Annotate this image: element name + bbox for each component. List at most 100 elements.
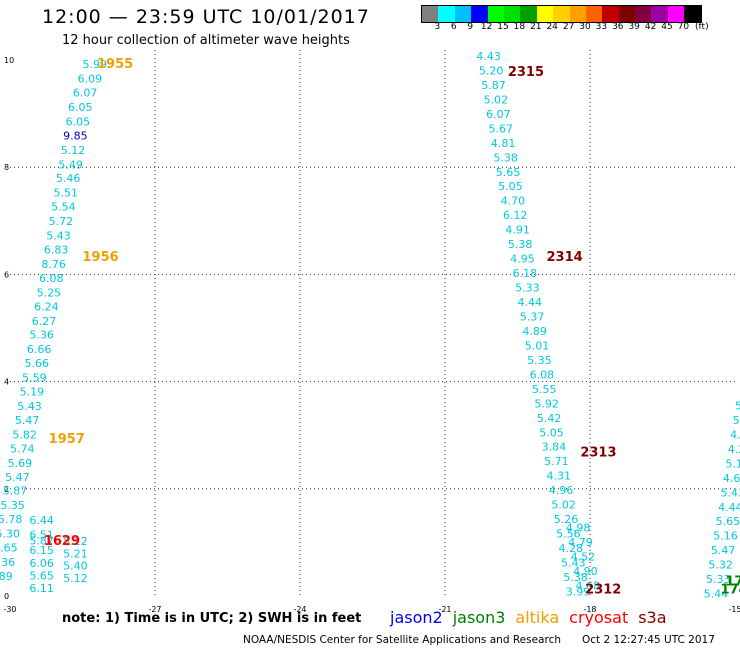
color-swatch xyxy=(422,6,439,22)
wave-height-value: 5.66 xyxy=(25,357,50,370)
color-swatch xyxy=(635,6,652,22)
wave-height-value: 6.27 xyxy=(32,315,57,328)
color-scale-label: 15 xyxy=(497,22,509,32)
wave-height-value: 5.43 xyxy=(721,486,740,499)
wave-height-value: 5.74 xyxy=(10,442,35,455)
wave-height-value: 8.76 xyxy=(41,258,66,271)
wave-height-value: 4.81 xyxy=(491,137,515,150)
wave-height-value: 5.42 xyxy=(537,412,562,425)
color-scale-label: 42 xyxy=(644,22,657,32)
color-swatch xyxy=(667,6,685,22)
y-tick-label: 2 xyxy=(4,485,9,494)
wave-height-value: 4.44 xyxy=(518,296,543,309)
wave-height-value: 5.92 xyxy=(534,397,559,410)
color-swatch xyxy=(454,6,472,22)
wave-height-value: 5.65 xyxy=(29,569,54,582)
wave-height-value: 6.83 xyxy=(44,243,68,256)
wave-height-value: 5.72 xyxy=(49,215,74,228)
x-tick-label: -21 xyxy=(438,605,451,614)
satellite-legend: jason2 jason3 altika cryosat s3a xyxy=(390,608,677,627)
pass-time-label: 1957 xyxy=(49,432,85,447)
wave-height-value: 4.68 xyxy=(576,580,601,593)
color-swatch xyxy=(602,6,619,22)
wave-height-value: 5.12 xyxy=(61,144,86,157)
color-scale-label: 12 xyxy=(480,22,493,32)
wave-height-value: 5.47 xyxy=(15,414,40,427)
wave-height-value: 5.38 xyxy=(493,151,518,164)
legend-entry-altika: altika xyxy=(515,608,560,627)
x-tick-label: -24 xyxy=(293,605,306,614)
wave-height-value: 5.32 xyxy=(708,559,733,572)
wave-height-value: 5.47 xyxy=(5,471,30,484)
wave-height-value: 5.35 xyxy=(0,499,25,512)
wave-height-value: 6.24 xyxy=(34,300,59,313)
wave-height-value: 5.87 xyxy=(3,485,28,498)
wave-height-value: 5.05 xyxy=(539,426,564,439)
wave-height-value: 6.18 xyxy=(513,267,538,280)
wave-height-value: 5.01 xyxy=(525,339,550,352)
color-scale-label: 3 xyxy=(434,22,441,32)
wave-height-value: 5.78 xyxy=(0,513,22,526)
grid-lines xyxy=(10,50,735,596)
color-swatch xyxy=(553,6,570,22)
wave-height-value: 5.59 xyxy=(22,372,47,385)
wave-height-value: 4.28 xyxy=(559,542,584,555)
wave-height-value: 5.37 xyxy=(520,310,545,323)
wave-height-value: 5.33 xyxy=(706,573,731,586)
color-scale-label: 30 xyxy=(579,22,591,32)
pass-time-label: 1956 xyxy=(83,250,119,265)
wave-height-value: 4.95 xyxy=(510,253,535,266)
wave-height-value: 6.51 xyxy=(29,529,54,542)
wave-height-value: 6.07 xyxy=(486,108,511,121)
wave-height-value: 6.09 xyxy=(78,73,103,86)
wave-height-value: 5.99 xyxy=(83,58,108,71)
wave-height-value: 5.65 xyxy=(496,166,521,179)
color-swatch xyxy=(585,6,603,22)
wave-height-value: 3.84 xyxy=(542,441,567,454)
pass-time-label: 1629 xyxy=(44,534,80,549)
legend-entry-jason3: jason3 xyxy=(452,608,506,627)
footer-note: note: 1) Time is in UTC; 2) SWH is in fe… xyxy=(62,611,362,626)
wave-height-value: 5.36 xyxy=(0,556,15,569)
wave-height-value: 5.69 xyxy=(8,457,32,470)
axis-ticks: -30 -27 -24 -21 -18 -15 0 2 4 6 8 10 xyxy=(3,56,740,614)
wave-height-value: 5.47 xyxy=(711,544,736,557)
wave-height-value: 5 xyxy=(735,399,740,412)
wave-height-value: 5.43 xyxy=(561,557,586,570)
color-swatch xyxy=(618,6,636,22)
wave-height-value: 6.66 xyxy=(27,343,51,356)
wave-height-value: 5.87 xyxy=(29,535,54,548)
wave-height-value: 5.56 xyxy=(556,528,581,541)
color-swatch xyxy=(438,6,455,22)
color-scale-label: 6 xyxy=(450,22,457,32)
credit-text: NOAA/NESDIS Center for Satellite Applica… xyxy=(243,634,561,646)
wave-height-value: 4.98 xyxy=(566,522,591,535)
color-scale-label: 9 xyxy=(467,22,474,32)
wave-height-value: 5.46 xyxy=(56,172,81,185)
y-tick-label: 8 xyxy=(4,163,9,172)
color-scale-bar xyxy=(421,5,702,23)
wave-height-value: 5.82 xyxy=(12,428,37,441)
color-swatch xyxy=(651,6,668,22)
color-scale-label: 27 xyxy=(562,22,575,32)
y-tick-label: 6 xyxy=(4,270,9,279)
wave-height-value: 5.65 xyxy=(716,515,740,528)
wave-height-value: 6.11 xyxy=(29,582,54,595)
wave-height-value: 5.43 xyxy=(46,230,71,243)
color-swatch xyxy=(520,6,537,22)
generation-timestamp: Oct 2 12:27:45 UTC 2017 xyxy=(582,634,715,646)
pass-time-label: 2313 xyxy=(580,446,616,461)
wave-height-value: 5.20 xyxy=(479,64,504,77)
color-scale-label: 24 xyxy=(546,22,558,32)
pass-time-label: 1745 xyxy=(721,582,740,597)
wave-height-value: 5.21 xyxy=(63,547,88,560)
legend-entry-jason2: jason2 xyxy=(390,608,443,627)
wave-height-value: 4.89 xyxy=(522,325,547,338)
wave-height-value: 4.89 xyxy=(0,570,13,583)
pass-time-labels: 1955 1956 1957 1629 2315 2314 2313 2312 1741745 xyxy=(44,57,740,597)
color-swatch xyxy=(487,6,504,22)
wave-height-value: 5.30 xyxy=(0,528,20,541)
color-scale-label: 70 xyxy=(677,22,690,32)
wave-height-value: 5.40 xyxy=(63,560,88,573)
wave-height-value: 3.99 xyxy=(566,585,591,598)
